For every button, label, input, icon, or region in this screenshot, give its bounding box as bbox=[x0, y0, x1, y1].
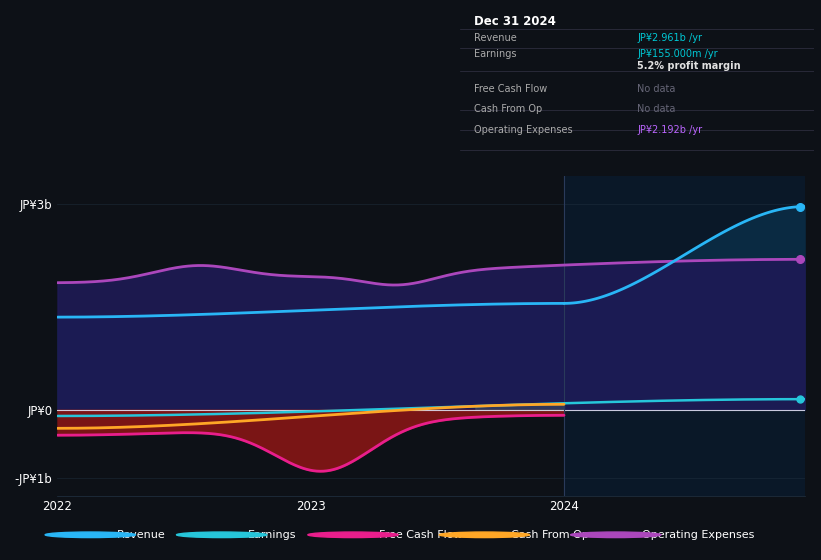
Text: JP¥155.000m /yr: JP¥155.000m /yr bbox=[637, 49, 718, 59]
Text: Free Cash Flow: Free Cash Flow bbox=[379, 530, 463, 540]
Text: Earnings: Earnings bbox=[474, 49, 516, 59]
Bar bbox=[564, 176, 805, 496]
Text: Cash From Op: Cash From Op bbox=[511, 530, 589, 540]
Text: JP¥2.192b /yr: JP¥2.192b /yr bbox=[637, 125, 702, 135]
Text: 5.2% profit margin: 5.2% profit margin bbox=[637, 62, 741, 72]
Circle shape bbox=[439, 532, 530, 538]
Text: Operating Expenses: Operating Expenses bbox=[642, 530, 754, 540]
Text: Revenue: Revenue bbox=[117, 530, 165, 540]
Text: No data: No data bbox=[637, 84, 676, 94]
Circle shape bbox=[177, 532, 267, 538]
Text: Dec 31 2024: Dec 31 2024 bbox=[474, 15, 556, 28]
Text: No data: No data bbox=[637, 104, 676, 114]
Text: Operating Expenses: Operating Expenses bbox=[474, 125, 572, 135]
Text: JP¥2.961b /yr: JP¥2.961b /yr bbox=[637, 32, 702, 43]
Circle shape bbox=[571, 532, 661, 538]
Text: Free Cash Flow: Free Cash Flow bbox=[474, 84, 548, 94]
Text: Earnings: Earnings bbox=[248, 530, 296, 540]
Circle shape bbox=[45, 532, 135, 538]
Circle shape bbox=[308, 532, 398, 538]
Text: Cash From Op: Cash From Op bbox=[474, 104, 542, 114]
Text: Revenue: Revenue bbox=[474, 32, 516, 43]
